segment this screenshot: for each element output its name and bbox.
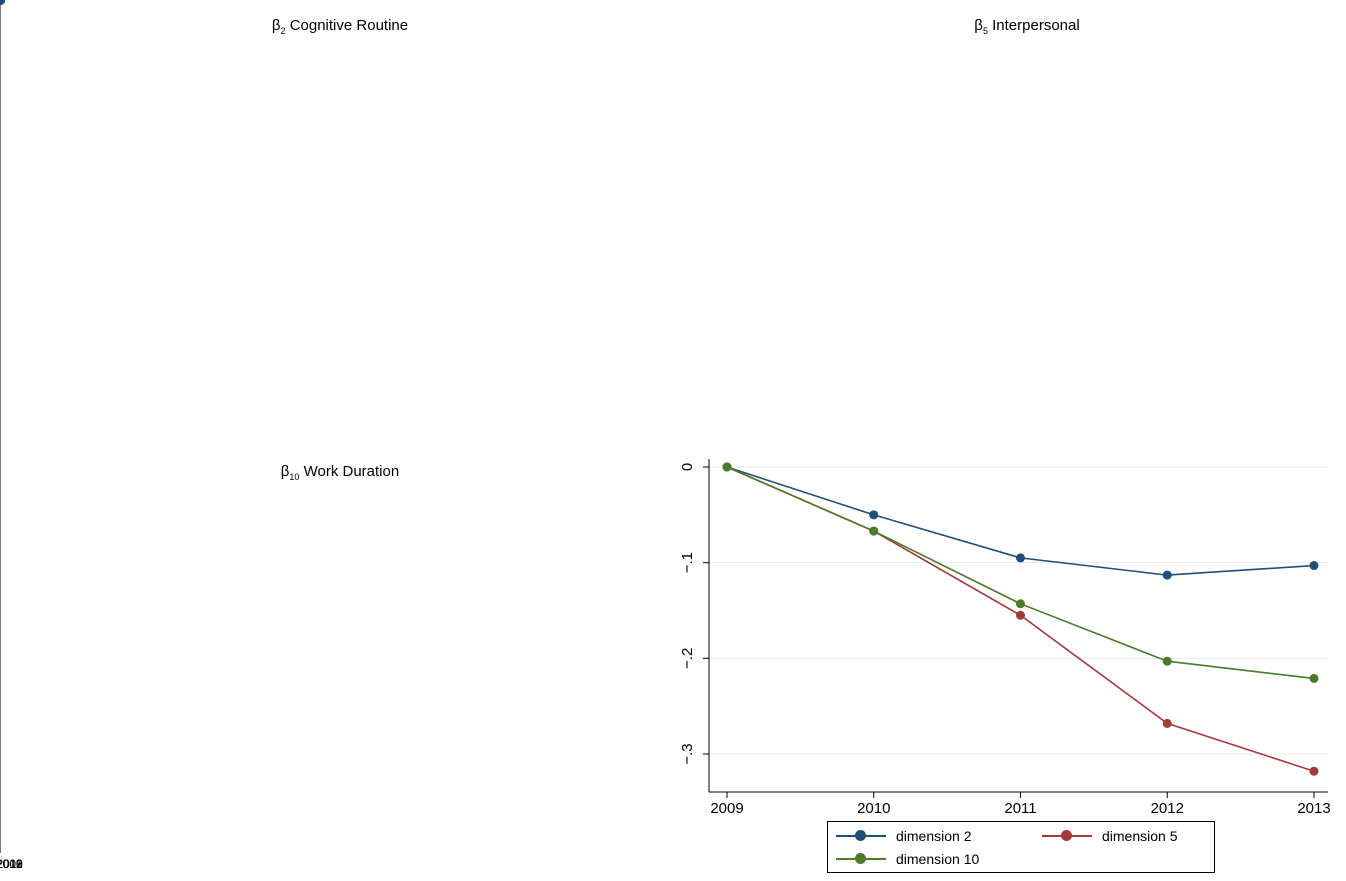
data-point [0,0,5,5]
x-tick-label: Apr2011 [0,0,23,3]
series-point [1309,673,1319,683]
x-tick-label: 2010 [857,800,890,817]
series-point [1162,570,1172,580]
y-tick-label: −.3 [679,743,696,764]
legend-label-dimension-10: dimension 10 [896,851,980,867]
series-point [722,462,732,472]
panel-title: β5 Interpersonal [974,17,1079,36]
panel-title: β2 Cognitive Routine [272,17,408,36]
x-tick-label: 2012 [1151,800,1184,817]
x-tick-label: Apr2013 [0,0,23,3]
x-tick-label: Apr2009 [0,0,23,3]
x-tick-label: 2013 [1297,800,1330,817]
panel-3: .5.6.7.8.91Apr2009Apr2010Apr2011Apr2012A… [0,0,399,871]
legend-label-dimension-5: dimension 5 [1102,828,1178,844]
legend-swatch-dimension-2 [836,826,886,846]
x-tick-label: 2009 [710,800,743,817]
legend: dimension 2 dimension 5 dimension 10 [827,821,1215,873]
x-tick-label: Apr2012 [0,0,23,3]
panel-1: .5.6.7.8.91Apr2009Apr2010Apr2011Apr2012A… [0,0,408,36]
panel-4: 0 −.1 −.2 −.3 2009 2010 2011 2012 2013 [679,459,1331,817]
x-tick-label: 2011 [1004,800,1036,817]
legend-swatch-dimension-5 [1042,826,1092,846]
series-point [1162,718,1172,728]
panel-2: .5.6.7.8.91Apr2009Apr2010Apr2011Apr2012A… [0,0,1080,36]
series-point [1162,656,1172,666]
y-tick-label: 0 [679,463,696,471]
y-tick-label: −.2 [679,648,696,669]
series-point [1309,766,1319,776]
x-tick-label: Apr2013 [0,0,23,3]
x-tick-label: Apr2012 [0,857,23,871]
series-point [1309,561,1319,571]
legend-item-dimension-5: dimension 5 [1042,826,1178,846]
series-point [1016,610,1025,620]
x-tick-label: Apr2009 [0,857,23,871]
legend-swatch-dimension-10 [836,849,886,869]
legend-label-dimension-2: dimension 2 [896,828,972,844]
x-tick-label: Apr2012 [0,0,23,3]
series-point [1016,553,1025,563]
series-line [726,466,1315,680]
series-point [1016,599,1025,609]
legend-item-dimension-10: dimension 10 [836,849,979,869]
x-tick-label: Apr2011 [0,857,23,871]
y-tick-label: −.1 [679,552,696,573]
x-tick-label: Apr2010 [0,0,23,3]
x-tick-label: Apr2013 [0,857,23,871]
series-point [869,526,879,536]
legend-item-dimension-2: dimension 2 [836,826,972,846]
x-tick-label: Apr2010 [0,857,23,871]
x-tick-label: Apr2009 [0,0,23,3]
x-tick-label: Apr2010 [0,0,23,3]
x-tick-label: Apr2011 [0,0,23,3]
panel-title: β10 Work Duration [281,463,399,482]
series-point [869,510,879,520]
